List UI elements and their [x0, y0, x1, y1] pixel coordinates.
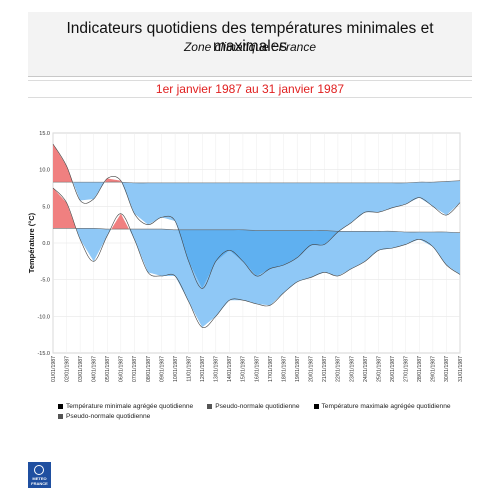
- header-panel: Indicateurs quotidiens des températures …: [28, 12, 472, 77]
- x-tick-label: 22/01/1987: [336, 356, 342, 382]
- y-tick-label: 15.0: [39, 131, 50, 137]
- legend-swatch: [58, 403, 63, 409]
- legend-item: Pseudo-normale quotidienne: [207, 403, 300, 410]
- legend-item: Température minimale agrégée quotidienne: [58, 403, 193, 410]
- x-tick-label: 13/01/1987: [214, 356, 220, 382]
- min-above-normal-area: [53, 188, 76, 229]
- period-panel: 1er janvier 1987 au 31 janvier 1987: [28, 80, 472, 98]
- period-label: 1er janvier 1987 au 31 janvier 1987: [155, 82, 345, 96]
- legend-item: Pseudo-normale quotidienne: [58, 413, 150, 420]
- x-tick-label: 02/01/1987: [64, 356, 70, 382]
- x-tick-label: 08/01/1987: [146, 356, 152, 382]
- x-tick-label: 18/01/1987: [281, 356, 287, 382]
- y-tick-label: -5.0: [41, 278, 50, 284]
- y-tick-label: 10.0: [39, 168, 50, 174]
- max-below-normal-min-area: [178, 229, 338, 289]
- min-above-normal-area: [111, 213, 129, 230]
- x-tick-label: 19/01/1987: [295, 356, 301, 382]
- x-tick-label: 03/01/1987: [78, 356, 84, 382]
- x-tick-label: 23/01/1987: [349, 356, 355, 382]
- x-tick-label: 17/01/1987: [268, 356, 274, 382]
- x-tick-label: 21/01/1987: [322, 356, 328, 382]
- x-tick-label: 14/01/1987: [227, 356, 233, 382]
- x-tick-label: 27/01/1987: [404, 356, 410, 382]
- x-tick-label: 28/01/1987: [417, 356, 423, 382]
- max-above-normal-area: [53, 144, 73, 183]
- legend-swatch: [207, 403, 213, 409]
- y-tick-label: 5.0: [42, 204, 50, 210]
- x-tick-label: 16/01/1987: [254, 356, 260, 382]
- page-title: Indicateurs quotidiens des températures …: [66, 20, 434, 55]
- logo-icon: [34, 465, 44, 475]
- x-tick-label: 10/01/1987: [173, 356, 179, 382]
- x-tick-label: 24/01/1987: [363, 356, 369, 382]
- y-tick-label: -10.0: [37, 314, 50, 320]
- x-tick-label: 30/01/1987: [444, 356, 450, 382]
- chart-legend: Température minimale agrégée quotidienne…: [58, 403, 478, 423]
- legend-swatch: [58, 413, 63, 419]
- x-tick-label: 01/01/1987: [51, 356, 57, 382]
- legend-label: Pseudo-normale quotidienne: [215, 403, 300, 410]
- y-axis-label: Température (°C): [27, 212, 36, 273]
- max-below-normal-area: [73, 182, 104, 201]
- meteo-france-logo: METEO FRANCE: [28, 462, 51, 488]
- legend-label: Température minimale agrégée quotidienne: [66, 403, 194, 410]
- min-temp-line: [52, 187, 461, 329]
- legend-swatch: [313, 403, 319, 409]
- x-tick-label: 07/01/1987: [132, 356, 138, 382]
- x-tick-label: 11/01/1987: [186, 356, 192, 382]
- x-tick-label: 29/01/1987: [431, 356, 437, 382]
- x-tick-label: 25/01/1987: [376, 356, 382, 382]
- x-tick-label: 31/01/1987: [458, 356, 464, 382]
- x-tick-label: 20/01/1987: [309, 356, 315, 382]
- x-tick-label: 09/01/1987: [159, 356, 165, 382]
- max-above-normal-area: [105, 178, 121, 183]
- min-below-normal-area: [76, 228, 111, 262]
- legend-row: Pseudo-normale quotidienne: [58, 413, 478, 423]
- normal-min-line: [53, 227, 461, 234]
- x-tick-label: 12/01/1987: [200, 356, 206, 382]
- y-tick-label: 0.0: [42, 241, 50, 247]
- y-tick-label: -15.0: [37, 351, 50, 357]
- legend-label: Pseudo-normale quotidienne: [66, 413, 151, 420]
- x-tick-label: 04/01/1987: [92, 356, 98, 382]
- logo-text: METEO FRANCE: [31, 476, 48, 486]
- legend-label: Température maximale agrégée quotidienne: [321, 403, 451, 410]
- legend-item: Température maximale agrégée quotidienne: [313, 403, 451, 410]
- x-tick-label: 05/01/1987: [105, 356, 111, 382]
- normal-max-line: [52, 180, 461, 184]
- x-tick-label: 15/01/1987: [241, 356, 247, 382]
- x-tick-label: 26/01/1987: [390, 356, 396, 382]
- x-tick-label: 06/01/1987: [119, 356, 125, 382]
- page-subtitle: Zone climatique : France: [183, 40, 317, 54]
- max-temp-line: [52, 143, 461, 289]
- legend-row: Température minimale agrégée quotidienne…: [58, 403, 478, 413]
